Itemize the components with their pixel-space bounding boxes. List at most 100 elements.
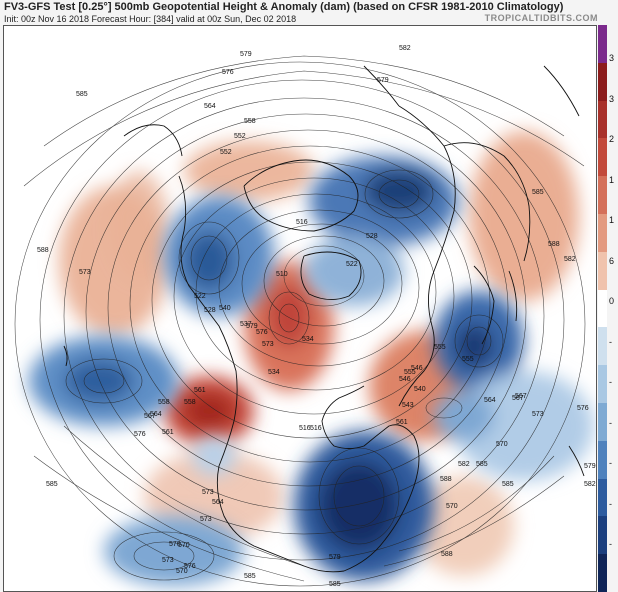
colorbar-label: 3 — [609, 93, 615, 104]
colorbar-swatch — [598, 214, 607, 252]
contour-label: 561 — [162, 429, 174, 436]
colorbar-label: - — [609, 417, 612, 428]
contour-label: 540 — [414, 386, 426, 393]
contour-label: 588 — [441, 551, 453, 558]
contour-label: 585 — [532, 189, 544, 196]
colorbar-label: 1 — [609, 174, 615, 185]
anomaly-colorbar: 3 3 2 1 1 6 0 - - - - - - — [598, 25, 618, 592]
contour-label: 558 — [158, 399, 170, 406]
contour-label: 585 — [476, 461, 488, 468]
contour-label: 561 — [194, 387, 206, 394]
contour-label: 579 — [377, 77, 389, 84]
contour-label: 558 — [184, 399, 196, 406]
contour-label: 570 — [496, 441, 508, 448]
contour-label: 552 — [234, 133, 246, 140]
contour-label: 561 — [396, 419, 408, 426]
contour-label: 522 — [194, 293, 206, 300]
contour-label: 564 — [484, 397, 496, 404]
contour-label: 567 — [512, 395, 524, 402]
contour-label: 564 — [204, 103, 216, 110]
colorbar-label: 3 — [609, 53, 615, 63]
contour-label: 540 — [219, 305, 231, 312]
map-subtitle: Init: 00z Nov 16 2018 Forecast Hour: [38… — [4, 14, 297, 24]
colorbar-swatch — [598, 289, 607, 328]
contour-label: 537 — [240, 321, 252, 328]
contour-labels: 585 579 576 588 552 564 558 582 579 585 … — [37, 45, 596, 588]
contour-label: 579 — [246, 323, 258, 330]
contour-label: 588 — [440, 476, 452, 483]
contour-label: 573 — [162, 557, 174, 564]
height-contours — [14, 55, 586, 587]
contour-label: 582 — [458, 461, 470, 468]
colorbar-swatch — [598, 403, 607, 441]
contour-label: 585 — [244, 573, 256, 580]
contour-label: 585 — [76, 91, 88, 98]
colorbar-label: - — [609, 458, 612, 469]
contour-label: 516 — [299, 425, 311, 432]
contour-label: 552 — [220, 149, 232, 156]
contour-label: 576 — [134, 431, 146, 438]
contour-label: 567 — [515, 393, 527, 400]
colorbar-label: 6 — [609, 255, 615, 266]
contour-label: 588 — [37, 247, 49, 254]
contour-label: 573 — [200, 516, 212, 523]
colorbar-swatch — [598, 251, 607, 290]
contour-label: 570 — [446, 503, 458, 510]
map-panel[interactable]: 585 579 576 588 552 564 558 582 579 585 … — [3, 25, 597, 592]
contour-label: 564 — [212, 499, 224, 506]
coastlines — [63, 65, 585, 573]
contour-label: 588 — [548, 241, 560, 248]
contour-label: 570 — [178, 542, 190, 549]
colorbar-swatch — [598, 440, 607, 479]
contour-label: 579 — [329, 554, 341, 561]
colorbar-swatch — [598, 100, 607, 139]
colorbar-swatch — [598, 554, 607, 592]
contour-label: 555 — [404, 369, 416, 376]
colorbar-label: - — [609, 336, 612, 347]
contour-label: 567 — [144, 413, 156, 420]
colorbar-swatch — [598, 327, 607, 366]
contour-label: 534 — [268, 369, 280, 376]
contour-label: 558 — [244, 118, 256, 125]
contour-label: 585 — [502, 481, 514, 488]
contour-label: 582 — [564, 256, 576, 263]
contour-label: 564 — [150, 411, 162, 418]
contour-label: 576 — [222, 69, 234, 76]
contour-label: 576 — [577, 405, 589, 412]
contour-label: 546 — [411, 365, 423, 372]
contour-label: 510 — [276, 271, 288, 278]
contour-label: 516 — [310, 425, 322, 432]
colorbar-swatch — [598, 138, 607, 177]
colorbar-label: - — [609, 539, 612, 550]
contour-label: 585 — [46, 481, 58, 488]
contour-label: 573 — [79, 269, 91, 276]
contour-label: 582 — [584, 481, 596, 488]
colorbar-label: - — [609, 377, 612, 388]
contour-label: 579 — [240, 51, 252, 58]
contour-label: 573 — [202, 489, 214, 496]
anomaly-map: 585 579 576 588 552 564 558 582 579 585 … — [14, 45, 596, 588]
colorbar-swatch — [598, 176, 607, 215]
contour-label: 528 — [204, 307, 216, 314]
contour-label: 573 — [532, 411, 544, 418]
map-title: FV3-GFS Test [0.25°] 500mb Geopotential … — [4, 1, 564, 13]
colorbar-label: - — [609, 498, 612, 509]
colorbar-label: 0 — [609, 296, 615, 307]
contour-label: 516 — [296, 219, 308, 226]
colorbar-swatch — [598, 62, 607, 101]
contour-label: 570 — [176, 568, 188, 575]
contour-label: 576 — [184, 563, 196, 570]
contour-label: 579 — [584, 463, 596, 470]
colorbar-swatch — [598, 478, 607, 517]
contour-label: 555 — [462, 356, 474, 363]
contour-label: 534 — [302, 336, 314, 343]
colorbar-label: 2 — [609, 134, 615, 145]
contour-label: 543 — [402, 402, 414, 409]
contour-label: 582 — [399, 45, 411, 52]
contour-label: 522 — [346, 261, 358, 268]
contour-label: 546 — [399, 376, 411, 383]
negative-anomaly-layer — [29, 156, 594, 586]
contour-label: 570 — [169, 541, 181, 548]
colorbar-label: 1 — [609, 215, 615, 226]
contour-label: 528 — [366, 233, 378, 240]
